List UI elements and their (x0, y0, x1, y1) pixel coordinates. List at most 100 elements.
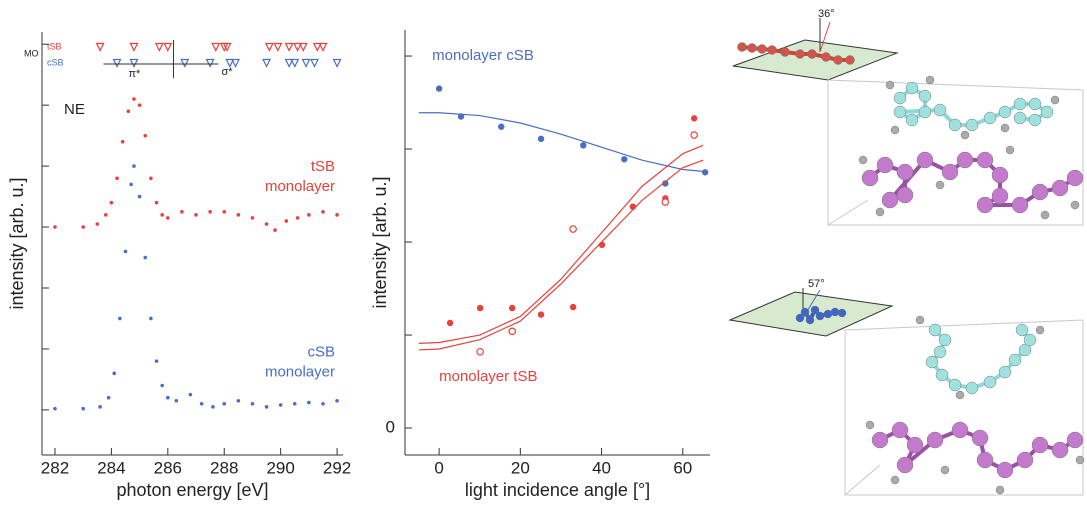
data-point (265, 222, 269, 226)
data-point (143, 256, 147, 260)
atom (882, 192, 898, 208)
mo-marker (319, 44, 326, 51)
atom (1032, 437, 1048, 453)
atom (917, 152, 933, 168)
data-point (81, 225, 85, 229)
data-point (149, 176, 153, 180)
data-point (296, 216, 300, 220)
atom (907, 437, 923, 453)
atom (1067, 170, 1083, 186)
series-label: tSB (311, 158, 335, 175)
data-point (662, 199, 668, 205)
atom (956, 391, 964, 399)
data-point (477, 349, 483, 355)
data-point (307, 401, 311, 405)
mo-marker (97, 44, 104, 51)
atom (941, 466, 949, 474)
data-point (251, 216, 255, 220)
atom (886, 81, 894, 89)
data-point (307, 213, 311, 217)
arrow-label: π* (128, 68, 141, 80)
atom (1041, 211, 1049, 219)
atom (872, 432, 888, 448)
atom (891, 126, 899, 134)
data-point (155, 201, 159, 205)
data-point (124, 250, 128, 254)
atom (892, 422, 908, 438)
data-point (155, 359, 159, 363)
legend-label: tSB (47, 41, 62, 51)
data-point (127, 109, 131, 113)
atom (897, 164, 913, 180)
atom (894, 92, 906, 104)
atom (822, 53, 831, 62)
data-point (200, 402, 204, 406)
mo-marker (263, 60, 270, 67)
atom (758, 45, 767, 54)
data-point (621, 156, 627, 162)
series-label: monolayer tSB (439, 368, 537, 385)
atom (1052, 180, 1068, 196)
data-point (436, 85, 442, 91)
data-point (112, 372, 116, 376)
atom (768, 46, 777, 55)
atom (929, 324, 941, 336)
mo-marker (311, 60, 318, 67)
atom (949, 379, 961, 391)
data-point (98, 405, 102, 409)
atom (1014, 112, 1026, 124)
atom (934, 346, 946, 358)
legend-label: cSB (47, 57, 64, 67)
data-point (189, 393, 193, 397)
series-label: monolayer cSB (432, 47, 534, 64)
atom (926, 356, 938, 368)
atom (1067, 432, 1083, 448)
data-point (143, 134, 147, 138)
atom (1009, 354, 1021, 366)
data-point (251, 402, 255, 406)
data-point (509, 328, 515, 334)
fit-line (419, 113, 703, 172)
atom (1029, 114, 1041, 126)
data-point (160, 384, 164, 388)
data-point (691, 132, 697, 138)
atom (977, 152, 993, 168)
figure: 36° 57° 282284286288290292photon energy … (0, 0, 1087, 509)
atom (997, 462, 1013, 478)
mo-marker (291, 60, 298, 67)
atom (972, 430, 988, 446)
data-point (237, 399, 241, 403)
molecule-diagrams: 36° 57° (730, 8, 1084, 495)
atom (906, 82, 918, 94)
atom (1032, 184, 1048, 200)
atom (939, 334, 951, 346)
data-point (321, 210, 325, 214)
atom (966, 382, 978, 394)
atom (999, 106, 1011, 118)
data-point (132, 164, 136, 168)
atom (926, 76, 934, 84)
data-point (237, 213, 241, 217)
x-axis-label: light incidence angle [°] (465, 480, 650, 500)
corner-label: NE (64, 101, 85, 118)
data-point (53, 407, 57, 411)
atom (859, 156, 867, 164)
y-tick-label: 0 (386, 418, 395, 437)
mo-marker (334, 60, 341, 67)
mo-marker (286, 44, 293, 51)
mo-marker (300, 44, 307, 51)
atom (748, 44, 757, 53)
mo-marker (156, 44, 163, 51)
x-tick-label: 0 (434, 458, 443, 477)
atom (838, 309, 846, 317)
y-axis-label: intensity [arb. u.] (7, 177, 27, 309)
data-point (166, 396, 170, 400)
atom (1016, 324, 1028, 336)
y-axis-label: intensity [arb. u.] (370, 176, 390, 308)
data-point (129, 183, 133, 187)
data-point (211, 405, 215, 409)
atom (984, 112, 996, 124)
atom (796, 50, 805, 59)
data-point (570, 304, 576, 310)
atom (816, 312, 824, 320)
